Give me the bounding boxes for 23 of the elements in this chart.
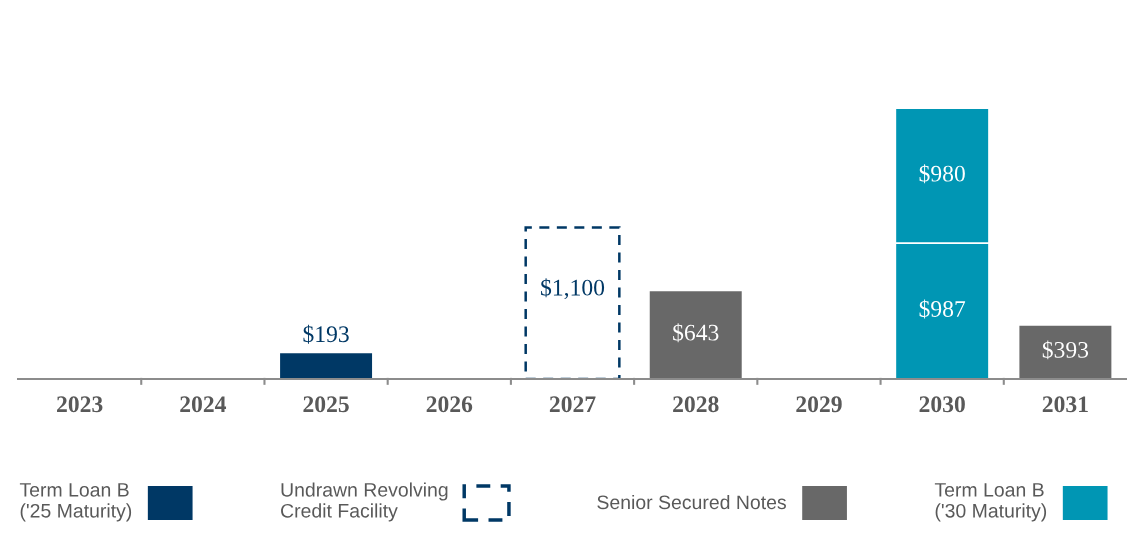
x-tick-label: 2023 [57,396,103,413]
x-tick-label: 2028 [673,396,719,413]
bar [648,289,744,379]
x-tick-label: 2029 [796,396,842,413]
legend-label: Term Loan B ('25 Maturity) [19,483,132,522]
x-tick-label: 2031 [1042,396,1088,413]
legend-label: Senior Secured Notes [597,494,786,510]
data-label: $393 [1042,340,1089,360]
x-tick-label: 2026 [426,396,473,413]
legend-label: Term Loan B ('30 Maturity) [934,483,1047,522]
legend-label: Undrawn Revolving Credit Facility [281,482,448,522]
bar [278,351,374,379]
data-label: $1,100 [541,278,605,300]
data-label: $193 [303,324,349,344]
x-tick-label: 2025 [303,396,349,413]
data-label: $987 [919,299,966,319]
data-label: $643 [673,323,719,343]
bar [1017,324,1114,379]
x-tick-label: 2030 [919,396,965,413]
bar [524,226,621,379]
x-tick-label: 2027 [549,396,596,413]
data-label: $980 [919,164,965,184]
x-tick-label: 2024 [180,396,227,413]
